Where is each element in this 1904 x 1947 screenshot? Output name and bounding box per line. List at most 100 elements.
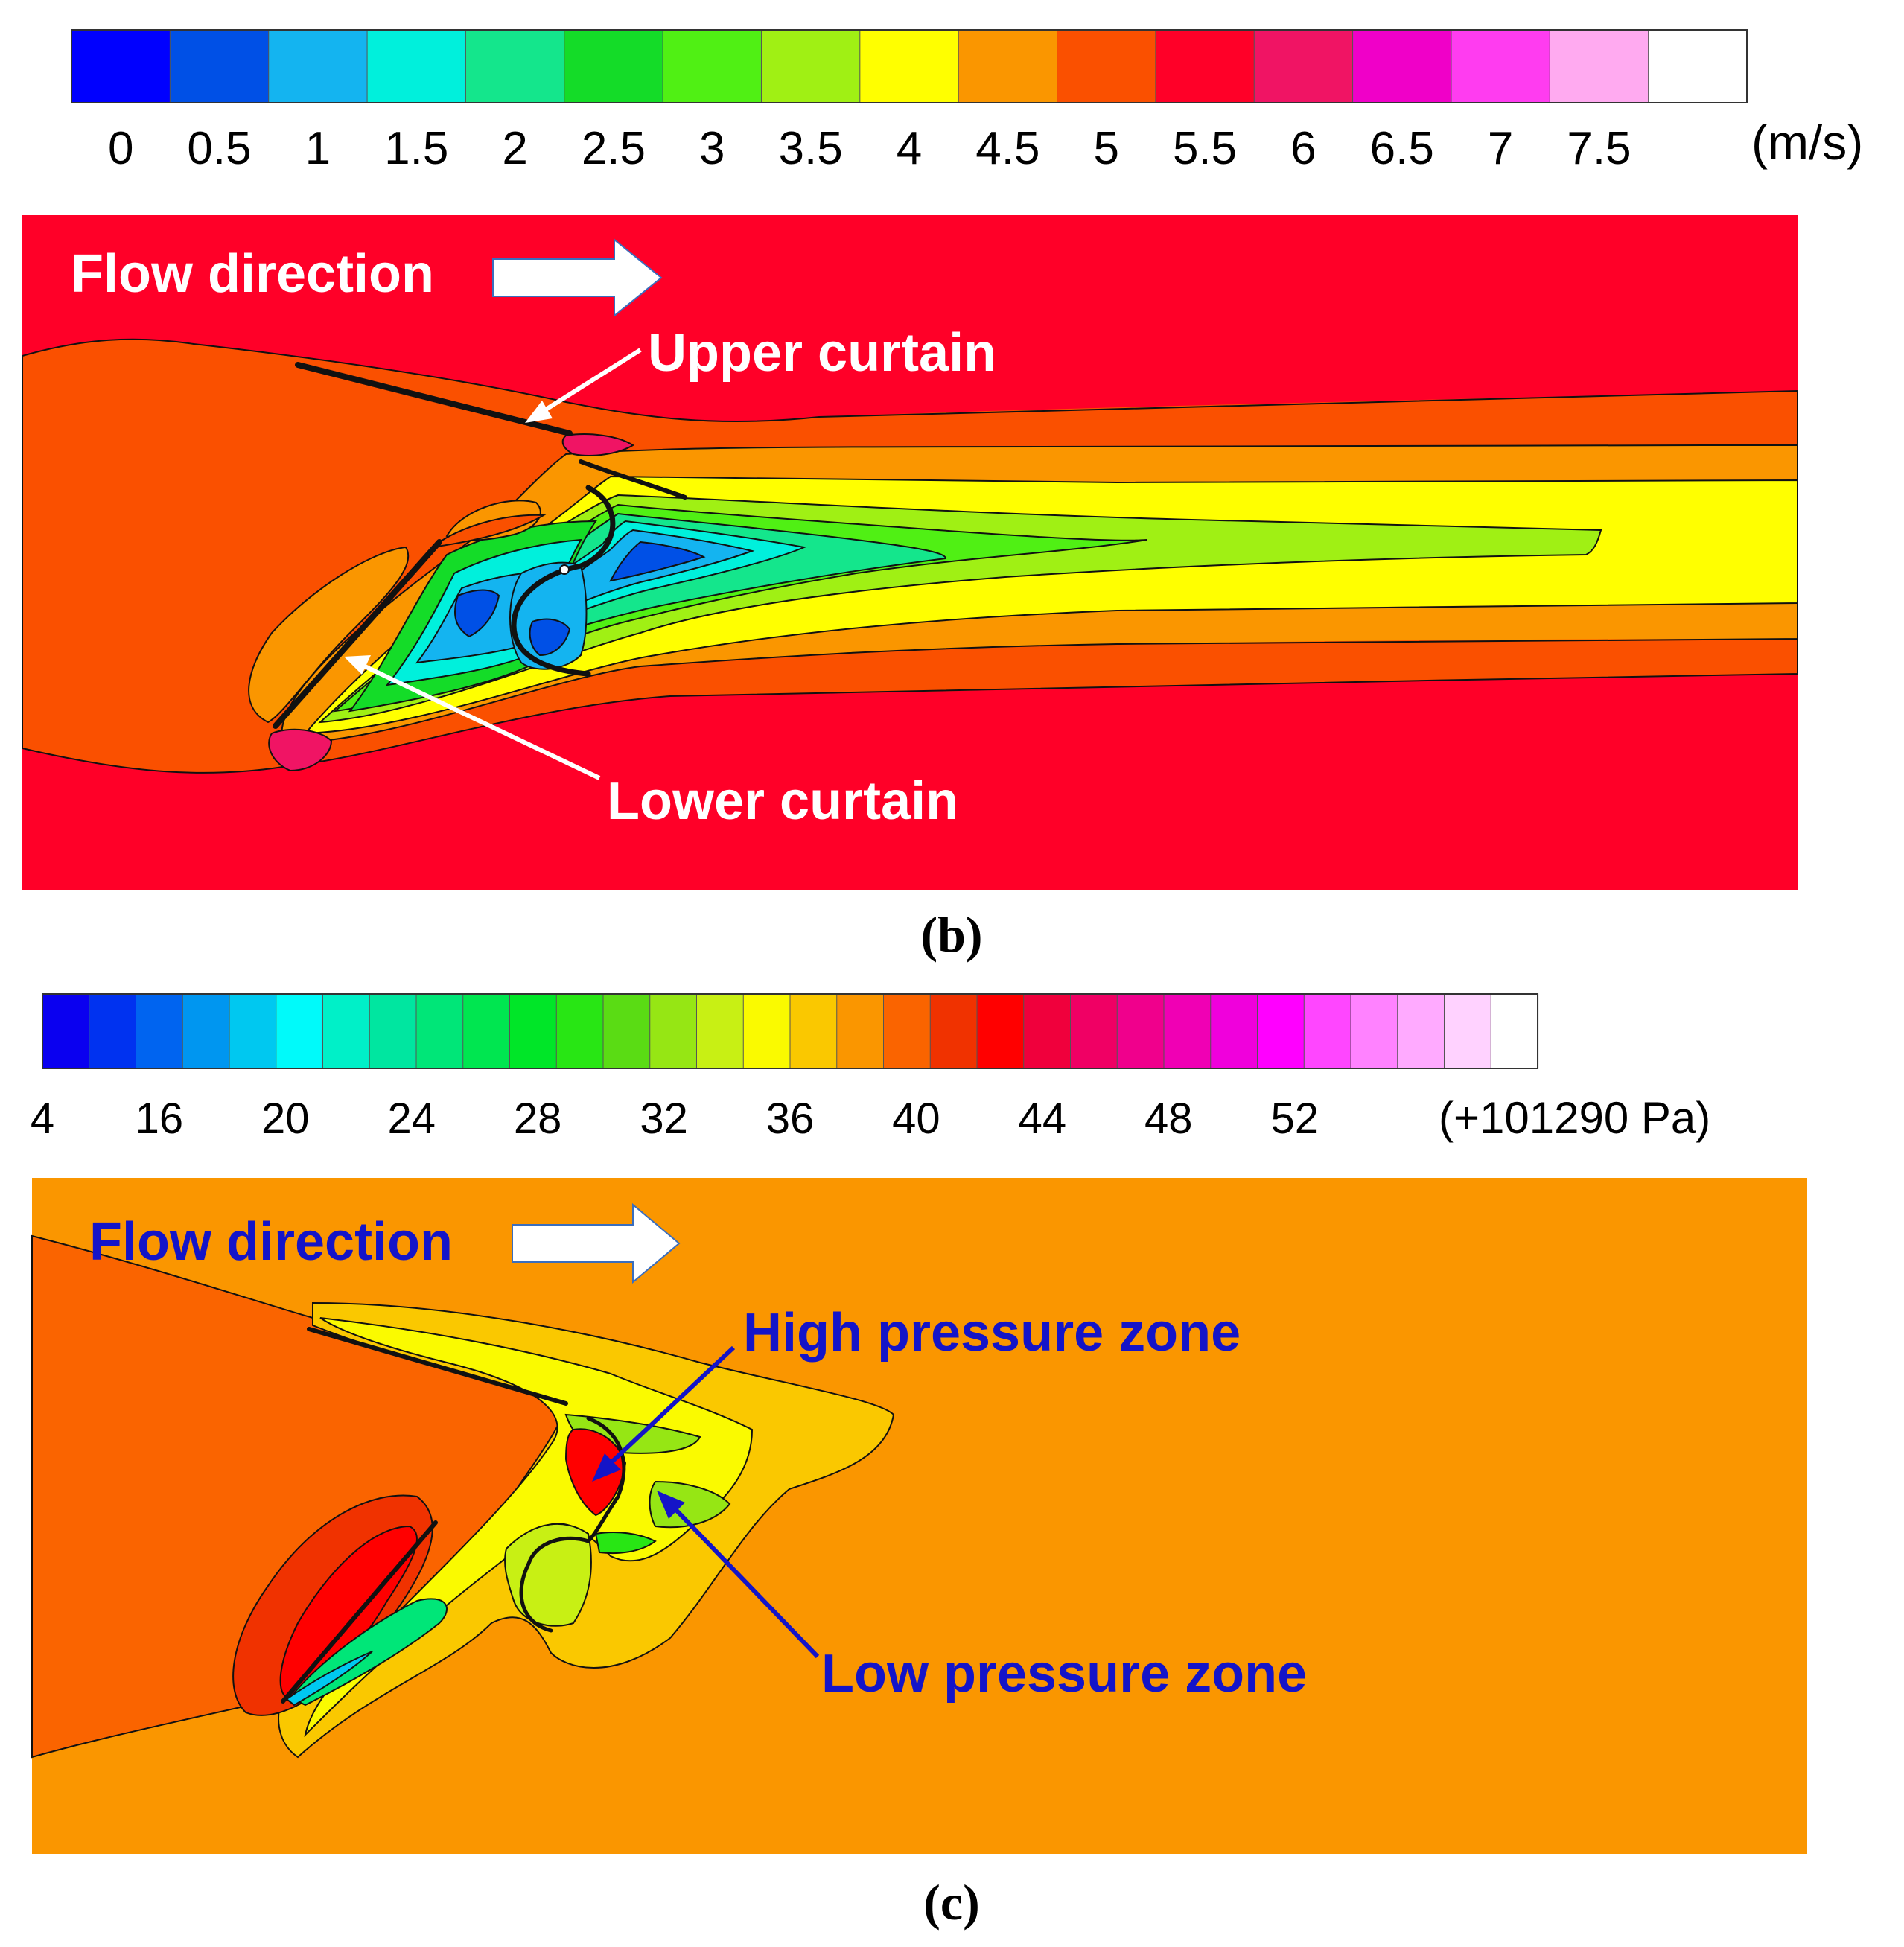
colorbar-tick-label: 44 bbox=[1019, 1094, 1067, 1143]
colorbar-tick-label: 52 bbox=[1270, 1094, 1319, 1143]
colorbar-cell bbox=[662, 29, 762, 103]
pressure-colorbar-frame bbox=[42, 993, 1538, 1069]
colorbar-cell bbox=[760, 29, 861, 103]
upper-curtain-pointer-line bbox=[538, 348, 642, 415]
flow-direction-arrow-c bbox=[512, 1202, 681, 1284]
pressure-colorbar-cells bbox=[42, 993, 1539, 1069]
velocity-wake-blue bbox=[609, 541, 706, 582]
colorbar-cell bbox=[1648, 29, 1748, 103]
colorbar-tick-label: 16 bbox=[136, 1094, 184, 1143]
colorbar-tick-label: 36 bbox=[766, 1094, 815, 1143]
colorbar-cell bbox=[136, 993, 184, 1069]
high-pressure-pointer-head bbox=[592, 1453, 621, 1482]
colorbar-tick-label: 28 bbox=[514, 1094, 562, 1143]
colorbar-cell bbox=[465, 29, 565, 103]
colorbar-tick-label: 7 bbox=[1488, 123, 1513, 174]
velocity-contour-field: Flow direction Upper curtain Lower curta… bbox=[22, 215, 1798, 890]
colorbar-cell bbox=[1023, 993, 1072, 1069]
upper-curtain-label: Upper curtain bbox=[648, 323, 996, 383]
colorbar-cell bbox=[696, 993, 745, 1069]
colorbar-tick-label: 4 bbox=[31, 1094, 54, 1143]
panel-c-caption: (c) bbox=[923, 1874, 979, 1931]
colorbar-tick-label: 0 bbox=[108, 123, 133, 174]
colorbar-tick-label: 4.5 bbox=[975, 123, 1039, 174]
colorbar-tick-label: 2 bbox=[502, 123, 527, 174]
colorbar-cell bbox=[976, 993, 1025, 1069]
lower-curtain-pointer-head bbox=[344, 655, 371, 675]
colorbar-cell bbox=[1257, 993, 1305, 1069]
colorbar-tick-label: 3 bbox=[699, 123, 725, 174]
colorbar-cell bbox=[1444, 993, 1492, 1069]
velocity-unit-label: (m/s) bbox=[1751, 115, 1863, 170]
colorbar-tick-label: 6 bbox=[1290, 123, 1316, 174]
colorbar-tick-label: 40 bbox=[892, 1094, 940, 1143]
colorbar-tick-label: 5.5 bbox=[1173, 123, 1237, 174]
colorbar-cell bbox=[958, 29, 1058, 103]
pressure-upper-curtain bbox=[307, 1327, 568, 1406]
colorbar-cell bbox=[1070, 993, 1118, 1069]
lower-curtain-label: Lower curtain bbox=[607, 771, 958, 831]
pressure-high-pocket bbox=[564, 1428, 627, 1517]
colorbar-cell bbox=[564, 29, 664, 103]
colorbar-cell bbox=[1451, 29, 1551, 103]
colorbar-tick-label: 1.5 bbox=[384, 123, 448, 174]
colorbar-tick-label: 1 bbox=[305, 123, 331, 174]
colorbar-cell bbox=[649, 993, 698, 1069]
high-pressure-pointer-line bbox=[608, 1345, 736, 1465]
colorbar-cell bbox=[859, 29, 960, 103]
pressure-unit-label: (+101290 Pa) bbox=[1439, 1093, 1710, 1143]
flow-direction-label-b: Flow direction bbox=[71, 244, 434, 304]
velocity-lower-curtain-bulge bbox=[248, 546, 410, 724]
colorbar-tick-label: 6.5 bbox=[1370, 123, 1434, 174]
colorbar-tick-label: 5 bbox=[1093, 123, 1118, 174]
velocity-colorbar-cells bbox=[71, 29, 1748, 103]
colorbar-cell bbox=[1163, 993, 1212, 1069]
colorbar-cell bbox=[1210, 993, 1258, 1069]
colorbar-tick-label: 20 bbox=[261, 1094, 310, 1143]
colorbar-cell bbox=[1397, 993, 1445, 1069]
colorbar-cell bbox=[369, 993, 418, 1069]
colorbar-cell bbox=[602, 993, 651, 1069]
colorbar-cell bbox=[883, 993, 932, 1069]
colorbar-cell bbox=[836, 993, 885, 1069]
pressure-lower-curtain-cyan bbox=[285, 1651, 373, 1707]
low-pressure-pointer-line bbox=[672, 1505, 820, 1659]
colorbar-cell bbox=[71, 29, 171, 103]
colorbar-cell bbox=[1155, 29, 1255, 103]
colorbar-cell bbox=[1549, 29, 1649, 103]
colorbar-cell bbox=[366, 29, 467, 103]
velocity-lower-tip-spot bbox=[268, 728, 333, 772]
upper-curtain-pointer-head bbox=[525, 401, 553, 423]
pressure-lower-curtain bbox=[281, 1520, 438, 1704]
colorbar-tick-label: 48 bbox=[1144, 1094, 1193, 1143]
colorbar-tick-label: 24 bbox=[387, 1094, 436, 1143]
colorbar-tick-label: 2.5 bbox=[582, 123, 646, 174]
colorbar-tick-label: 32 bbox=[640, 1094, 688, 1143]
lower-curtain bbox=[273, 539, 442, 729]
colorbar-cell bbox=[742, 993, 792, 1069]
colorbar-cell bbox=[789, 993, 838, 1069]
colorbar-cell bbox=[42, 993, 90, 1069]
colorbar-cell bbox=[462, 993, 511, 1069]
lower-curtain-pointer-line bbox=[363, 664, 601, 780]
colorbar-cell bbox=[1303, 993, 1352, 1069]
colorbar-tick-label: 4 bbox=[897, 123, 922, 174]
colorbar-cell bbox=[1490, 993, 1539, 1069]
colorbar-cell bbox=[182, 993, 231, 1069]
colorbar-cell bbox=[929, 993, 978, 1069]
velocity-colorbar-frame bbox=[71, 29, 1748, 103]
panel-b: 0 0.5 1 1.5 2 2.5 3 3.5 4 4.5 5 5.5 6 6.5 7 7.5 (m/s) bbox=[22, 29, 1863, 963]
colorbar-cell bbox=[1057, 29, 1156, 103]
velocity-lower-wake-core bbox=[454, 589, 500, 638]
colorbar-cell bbox=[1116, 993, 1165, 1069]
velocity-hinge-marker bbox=[559, 564, 570, 575]
flow-direction-arrow-b bbox=[492, 238, 663, 318]
colorbar-tick-label: 3.5 bbox=[779, 123, 843, 174]
colorbar-cell bbox=[89, 993, 137, 1069]
velocity-colorbar-ticks: 0 0.5 1 1.5 2 2.5 3 3.5 4 4.5 5 5.5 6 6.5 7 7.5 bbox=[108, 123, 1631, 174]
colorbar-cell bbox=[1352, 29, 1453, 103]
colorbar-cell bbox=[169, 29, 270, 103]
velocity-shear-sliver bbox=[431, 514, 547, 548]
upper-curtain bbox=[295, 362, 573, 436]
colorbar-cell bbox=[268, 29, 369, 103]
